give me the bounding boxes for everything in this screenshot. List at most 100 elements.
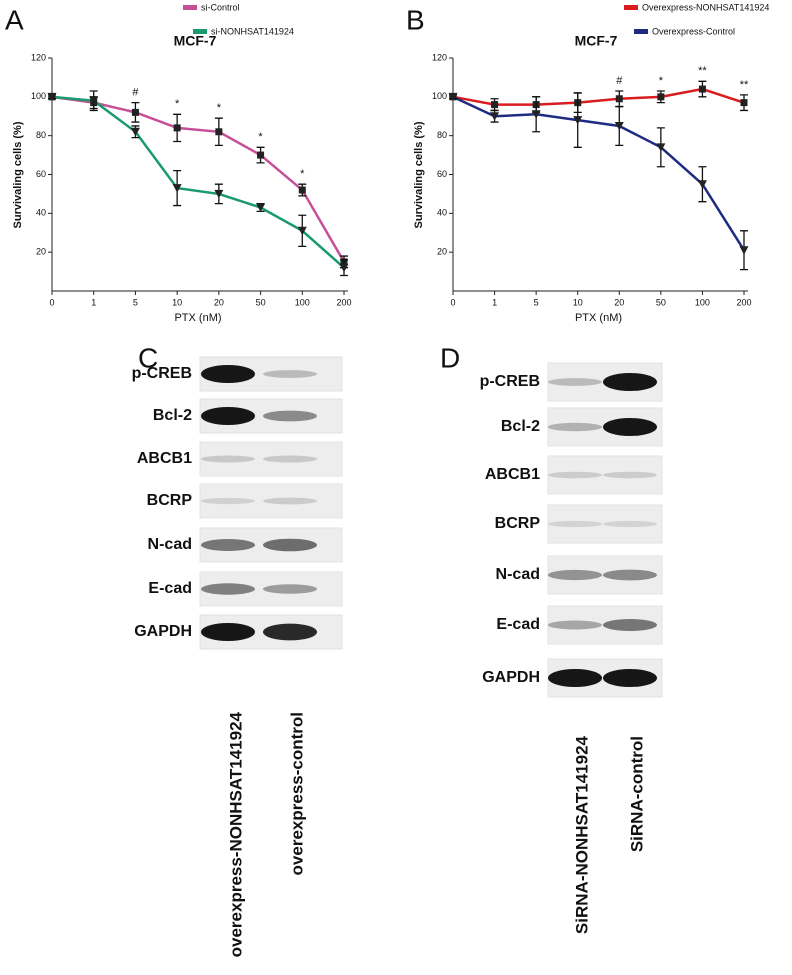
blot-band [548,569,602,581]
legend-label: si-NONHSAT141924 [211,26,294,36]
blot-band [201,583,255,595]
blot-lane-label: SiRNA-control [627,736,646,852]
blot-lane-label: overexpress-control [287,712,306,875]
blot-band [548,669,602,687]
annotation: * [258,131,263,143]
y-axis-label: Survivaling cells (%) [413,121,425,228]
x-tick-label: 100 [695,297,710,307]
y-tick-label: 60 [437,169,447,179]
y-tick-label: 20 [437,247,447,257]
legend-swatch [634,29,648,34]
blot-band [603,569,657,581]
annotation: * [217,102,222,114]
blot-band [263,584,317,594]
marker [298,186,306,194]
panel-letter: A [5,4,24,35]
legend-label: Overexpress-NONHSAT141924 [642,2,769,12]
y-tick-label: 20 [36,247,46,257]
annotation: * [175,98,180,110]
blot-band [548,422,602,432]
blot-row-label: p-CREB [480,373,540,390]
blot-row-label: ABCB1 [485,466,540,483]
y-tick-label: 60 [36,169,46,179]
series-line [51,95,346,263]
marker [257,151,265,159]
x-tick-label: 100 [295,297,310,307]
series-line [452,95,746,251]
x-tick-label: 10 [573,297,583,307]
annotation: * [659,75,664,87]
legend-swatch [624,5,638,10]
blot-row-label: E-cad [496,616,540,633]
x-axis-label: PTX (nM) [575,312,622,324]
y-tick-label: 120 [432,52,447,62]
y-tick-label: 80 [437,130,447,140]
panel-letter: D [440,342,460,373]
marker [615,95,623,103]
blot-row-label: N-cad [496,566,540,583]
marker [256,203,266,213]
legend-swatch [193,29,207,34]
panel-letter: B [406,4,425,35]
annotation: ** [698,65,707,77]
blot-strip [199,441,343,477]
blot-strip [547,455,663,495]
marker [297,226,307,236]
chart-title: MCF-7 [174,33,217,49]
annotation: # [616,75,623,87]
blot-band [548,378,602,386]
y-tick-label: 80 [36,130,46,140]
y-axis-label: Survivaling cells (%) [12,121,24,228]
blot-row-label: BCRP [495,515,541,532]
chart-title: MCF-7 [575,33,618,49]
blot-row-label: p-CREB [132,365,192,382]
annotation: ** [740,79,749,91]
y-tick-label: 100 [31,91,46,101]
marker [697,180,707,189]
x-tick-label: 5 [534,297,539,307]
blot-strip [547,555,663,595]
x-tick-label: 20 [614,297,624,307]
blot-band [603,619,657,631]
blot-row-label: GAPDH [134,623,192,640]
x-tick-label: 5 [133,297,138,307]
blot-band [201,407,255,425]
blot-band [263,623,317,641]
x-axis-label: PTX (nM) [174,312,221,324]
marker [130,127,140,137]
blot-strip [199,483,343,519]
y-tick-label: 40 [36,208,46,218]
annotation: * [300,168,305,180]
blot-band [548,471,602,479]
blot-band [263,410,317,422]
marker [172,184,182,193]
y-tick-label: 120 [31,52,46,62]
marker [214,189,224,199]
blot-band [263,370,317,378]
blot-band [603,669,657,687]
blot-band [548,520,602,528]
marker [490,112,500,121]
blot-band [201,623,255,641]
marker [531,110,541,119]
y-tick-label: 100 [432,91,447,101]
blot-band [603,471,657,479]
marker [698,85,706,93]
blot-lane-label: overexpress-NONHSAT141924 [226,711,245,957]
blot-band [201,455,255,463]
blot-row-label: N-cad [148,536,192,553]
blot-band [603,520,657,528]
blot-band [263,455,317,463]
blot-row-label: Bcl-2 [501,418,540,435]
legend-swatch [183,5,197,10]
x-tick-label: 1 [492,297,497,307]
blot-band [201,539,255,551]
marker [657,93,665,101]
blot-row-label: BCRP [147,492,193,509]
y-tick-label: 40 [437,208,447,218]
panel-letter: C [138,342,158,373]
legend-label: Overexpress-Control [652,26,735,36]
blot-row-label: Bcl-2 [153,407,192,424]
marker [740,99,748,107]
marker [614,121,624,131]
